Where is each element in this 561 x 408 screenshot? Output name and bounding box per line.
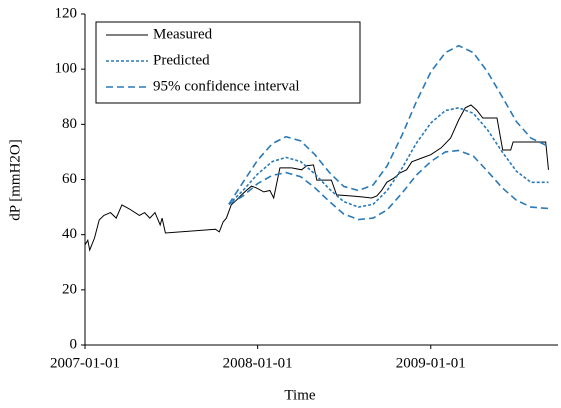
x-tick-label: 2008-01-01 [223,355,293,371]
x-tick-label: 2007-01-01 [50,355,120,371]
confidence-upper [228,44,549,205]
legend-label: Predicted [153,52,210,68]
line [228,106,549,208]
confidence-lower [228,149,549,221]
y-tick-label: 20 [62,281,77,297]
y-axis-label: dP [mmH2O] [7,139,23,221]
y-tick-label: 0 [70,336,78,352]
x-tick-label: 2009-01-01 [396,355,466,371]
y-tick-label: 60 [62,171,77,187]
y-tick-label: 80 [62,116,77,132]
line [84,104,549,252]
x-axis-label: Time [284,387,315,403]
y-tick-label: 100 [55,61,78,77]
y-tick-label: 120 [55,5,78,21]
legend-label: Measured [153,26,213,42]
y-tick-label: 40 [62,226,77,242]
legend-label: 95% confidence interval [153,78,300,94]
